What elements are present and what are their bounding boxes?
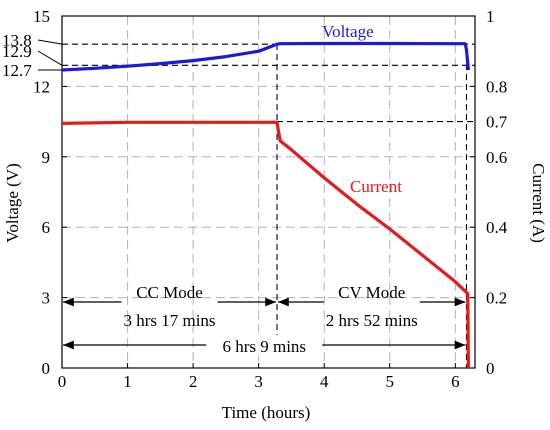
y-right-tick-label: 0.2 [486,289,507,308]
grid [62,16,475,368]
x-tick-label: 1 [123,372,132,391]
y-axis-left-title: Voltage (V) [3,163,22,242]
x-tick-label: 4 [320,372,329,391]
y-left-extra-tick-label: 13.8 [2,31,32,50]
y-left-tick-label: 12 [33,77,50,96]
legend-voltage-label: Voltage [322,22,374,41]
x-tick-label: 5 [386,372,395,391]
legend-current-label: Current [350,177,402,196]
y-axis-right-title: Current (A) [529,163,548,243]
y-left-extra-tick-label: 12.9 [2,42,32,61]
y-right-tick-label: 1 [486,7,495,26]
y-right-extra-tick-label: 0.7 [486,113,508,132]
series-line-voltage [61,41,470,72]
anno-mode-label: CV Mode [338,283,405,302]
y-left-extra-tick-leader [37,50,63,66]
anno-total-label: 6 hrs 9 mins [222,337,306,356]
y-left-extra-tick-leader [37,39,63,45]
plot-frame [61,15,476,369]
series-line-current [61,120,470,369]
x-axis-title: Time (hours) [222,403,311,422]
y-left-tick-label: 0 [42,359,51,378]
y-left-tick-label: 3 [42,289,51,308]
y-right-tick-label: 0.8 [486,77,507,96]
plot-border [61,15,476,369]
anno-duration-label: 3 hrs 17 mins [123,311,215,330]
y-right-tick-label: 0.4 [486,218,508,237]
x-tick-label: 6 [451,372,460,391]
y-right-tick-label: 0 [486,359,495,378]
series-group [61,41,470,369]
anno-mode-label: CC Mode [136,283,203,302]
y-left-tick-label: 9 [42,148,51,167]
anno-duration-label: 2 hrs 52 mins [326,311,418,330]
y-right-tick-label: 0.6 [486,148,507,167]
x-tick-label: 3 [254,372,263,391]
x-tick-label: 0 [58,372,67,391]
y-left-extra-tick-label: 12.7 [2,61,32,80]
anno-label-bg [208,335,321,355]
y-left-tick-label: 15 [33,7,50,26]
tick-labels: 0 1 2 3 4 5 60369121500.20.40.60.810.712.712.9… [2,7,508,391]
x-tick-label: 2 [189,372,198,391]
annotations: CC Mode 3 hrs 17 mins CV Mode 2 hrs 52 mins… [63,283,466,356]
y-left-tick-label: 6 [42,218,51,237]
